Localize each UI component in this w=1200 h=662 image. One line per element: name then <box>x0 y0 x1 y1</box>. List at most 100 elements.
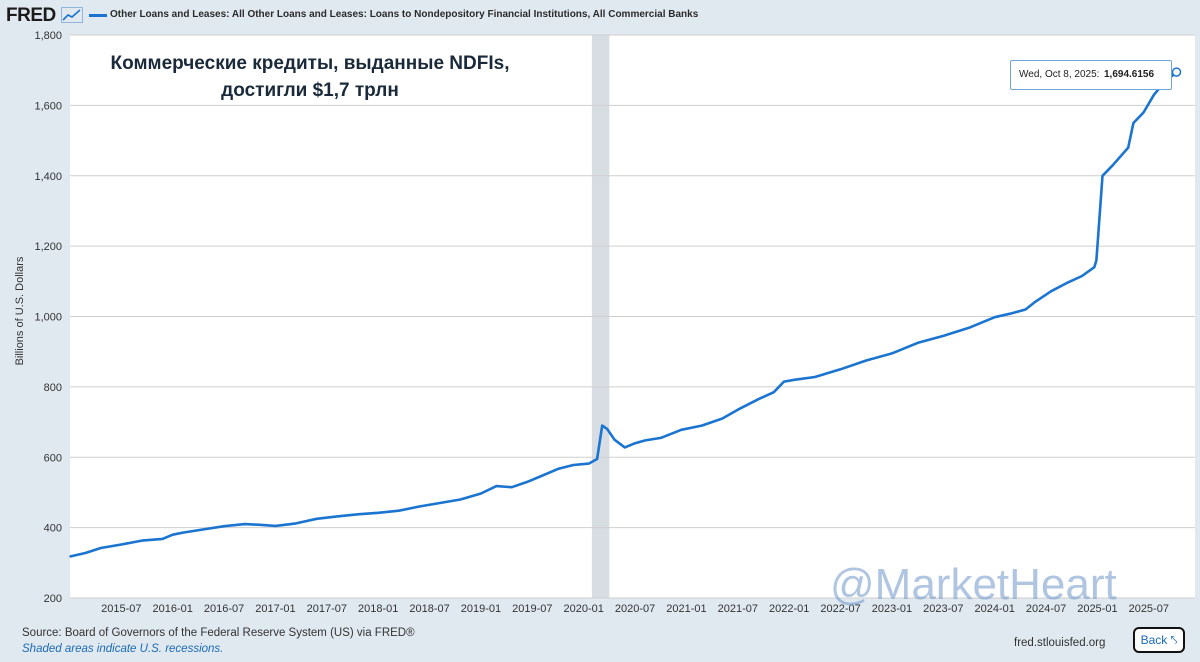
x-tick-label: 2024-01 <box>974 603 1014 615</box>
data-point <box>968 326 970 329</box>
chart-header: FRED Other Loans and Leases: All Other L… <box>0 0 1200 30</box>
tooltip-value: 1,694.6156 <box>1104 69 1155 80</box>
data-point <box>541 474 544 477</box>
data-point <box>1024 308 1027 311</box>
data-point <box>793 379 796 381</box>
y-tick-label: 1,600 <box>34 100 62 112</box>
x-tick-label: 2020-07 <box>615 603 655 615</box>
data-point <box>634 442 636 444</box>
data-point <box>680 429 683 431</box>
x-tick-label: 2025-07 <box>1129 603 1169 615</box>
data-point <box>613 438 616 441</box>
data-point <box>336 515 338 518</box>
data-point <box>171 533 174 536</box>
y-tick-label: 1,000 <box>34 312 62 324</box>
data-point <box>1101 174 1104 177</box>
data-point <box>69 555 71 558</box>
annotation-line-2: достигли $1,7 трлн <box>221 80 399 101</box>
data-point <box>120 543 123 546</box>
chart-annotation: Коммерческие кредиты, выданные NDFIs, до… <box>80 50 540 104</box>
x-tick-label: 2021-07 <box>718 603 758 615</box>
data-point <box>295 522 297 525</box>
data-point <box>772 391 775 393</box>
y-tick-label: 400 <box>44 523 62 535</box>
data-point <box>814 376 816 378</box>
y-tick-label: 1,800 <box>34 30 62 42</box>
x-tick-label: 2019-01 <box>461 603 501 615</box>
x-tick-label: 2017-01 <box>255 603 295 615</box>
data-point <box>397 509 400 512</box>
data-point <box>1153 94 1155 96</box>
data-point <box>274 525 277 527</box>
y-tick-label: 800 <box>44 382 62 394</box>
data-point <box>737 408 739 411</box>
data-point <box>659 437 662 439</box>
data-point <box>459 498 462 501</box>
data-point <box>1093 266 1096 269</box>
data-point <box>596 458 598 460</box>
data-point <box>839 368 842 371</box>
data-point <box>1009 312 1011 315</box>
x-tick-label: 2015-07 <box>101 603 141 615</box>
x-tick-label: 2024-07 <box>1026 603 1066 615</box>
data-point <box>84 552 87 554</box>
data-point <box>526 481 528 483</box>
data-point <box>1081 275 1083 277</box>
source-text: Source: Board of Governors of the Federa… <box>22 627 415 639</box>
data-point <box>1112 164 1114 166</box>
value-tooltip: Wed, Oct 8, 2025: 1,694.6156 <box>1010 60 1172 90</box>
data-point <box>701 424 703 427</box>
x-tick-label: 2023-01 <box>872 603 912 615</box>
data-point <box>601 424 603 427</box>
x-tick-label: 2021-01 <box>666 603 706 615</box>
data-point <box>1065 282 1068 284</box>
y-tick-label: 200 <box>44 593 62 605</box>
x-tick-label: 2016-07 <box>204 603 244 615</box>
series-line[interactable] <box>69 71 1178 558</box>
x-tick-label: 2016-01 <box>153 603 193 615</box>
x-tick-label: 2022-01 <box>769 603 809 615</box>
data-point <box>1132 122 1135 124</box>
legend-swatch <box>89 14 107 17</box>
data-point <box>100 547 102 549</box>
site-url[interactable]: fred.stlouisfed.org <box>1014 637 1106 649</box>
watermark: @MarketHeart <box>830 560 1117 609</box>
back-button[interactable]: Back ⤣ <box>1133 627 1185 653</box>
data-point <box>141 539 143 542</box>
data-point <box>243 523 246 525</box>
data-point <box>865 359 868 362</box>
x-tick-label: 2023-07 <box>923 603 963 615</box>
data-point <box>942 335 945 337</box>
data-point <box>418 505 421 508</box>
data-point <box>757 398 760 400</box>
data-point <box>572 464 575 466</box>
back-label: Back <box>1140 633 1168 647</box>
data-point <box>1142 111 1145 114</box>
annotation-line-1: Коммерческие кредиты, выданные NDFIs, <box>110 53 510 74</box>
data-point <box>356 513 359 516</box>
data-point <box>161 538 164 540</box>
data-point <box>377 512 380 514</box>
data-point <box>783 380 785 383</box>
data-point <box>439 502 441 504</box>
data-point <box>202 528 205 531</box>
tooltip-date: Wed, Oct 8, 2025: <box>1019 69 1100 80</box>
data-point <box>1034 300 1037 303</box>
series-legend: Other Loans and Leases: All Other Loans … <box>110 9 699 20</box>
data-point <box>495 485 498 487</box>
data-point <box>480 492 482 495</box>
data-point <box>588 462 590 465</box>
fred-logo[interactable]: FRED <box>6 5 56 26</box>
data-point <box>993 316 996 319</box>
x-tick-label: 2018-01 <box>358 603 398 615</box>
recession-note: Shaded areas indicate U.S. recessions. <box>22 643 224 655</box>
x-tick-label: 2025-01 <box>1077 603 1117 615</box>
data-point <box>1095 259 1098 262</box>
data-point <box>1127 146 1130 149</box>
y-tick-label: 1,200 <box>34 241 62 253</box>
hover-marker <box>1171 67 1182 77</box>
x-tick-label: 2019-07 <box>512 603 552 615</box>
data-point <box>606 428 609 430</box>
data-point <box>916 342 919 344</box>
x-tick-label: 2018-07 <box>409 603 449 615</box>
